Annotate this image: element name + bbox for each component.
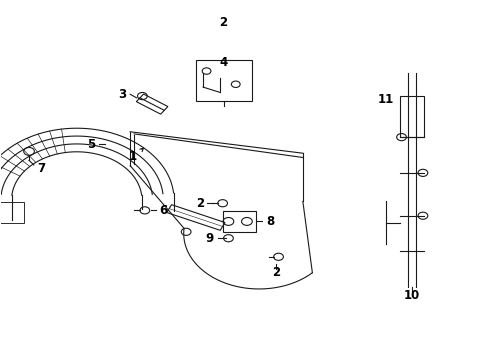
Text: 1: 1 xyxy=(128,149,137,163)
Text: 2: 2 xyxy=(271,266,280,279)
Text: 9: 9 xyxy=(204,232,213,245)
Text: 5: 5 xyxy=(87,138,95,151)
Bar xyxy=(222,211,255,232)
Bar xyxy=(196,60,251,102)
Text: 10: 10 xyxy=(403,288,420,302)
Text: 4: 4 xyxy=(219,55,227,69)
Text: 2: 2 xyxy=(219,16,227,29)
Text: 2: 2 xyxy=(195,197,203,210)
Text: 3: 3 xyxy=(118,88,126,101)
Bar xyxy=(399,96,424,137)
Text: 7: 7 xyxy=(37,162,45,175)
Text: 8: 8 xyxy=(265,215,274,228)
Bar xyxy=(0,202,23,223)
Text: 6: 6 xyxy=(159,204,167,217)
Text: 11: 11 xyxy=(377,93,393,106)
